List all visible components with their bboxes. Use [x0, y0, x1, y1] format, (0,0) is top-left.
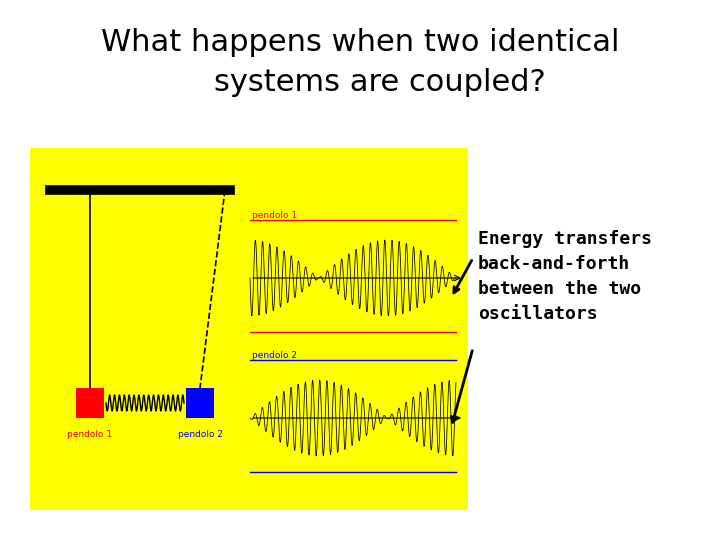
- Bar: [30, 148, 468, 510]
- Text: What happens when two identical: What happens when two identical: [101, 28, 619, 57]
- Text: systems are coupled?: systems are coupled?: [175, 68, 545, 97]
- Text: pendolo 1: pendolo 1: [252, 211, 297, 220]
- Text: pendolo 2: pendolo 2: [178, 430, 222, 439]
- Text: pendolo 2: pendolo 2: [252, 351, 297, 360]
- Bar: [186, 388, 214, 418]
- Text: Energy transfers
back-and-forth
between the two
oscillators: Energy transfers back-and-forth between …: [478, 230, 652, 323]
- Bar: [76, 388, 104, 418]
- Text: pendolo 1: pendolo 1: [68, 430, 112, 439]
